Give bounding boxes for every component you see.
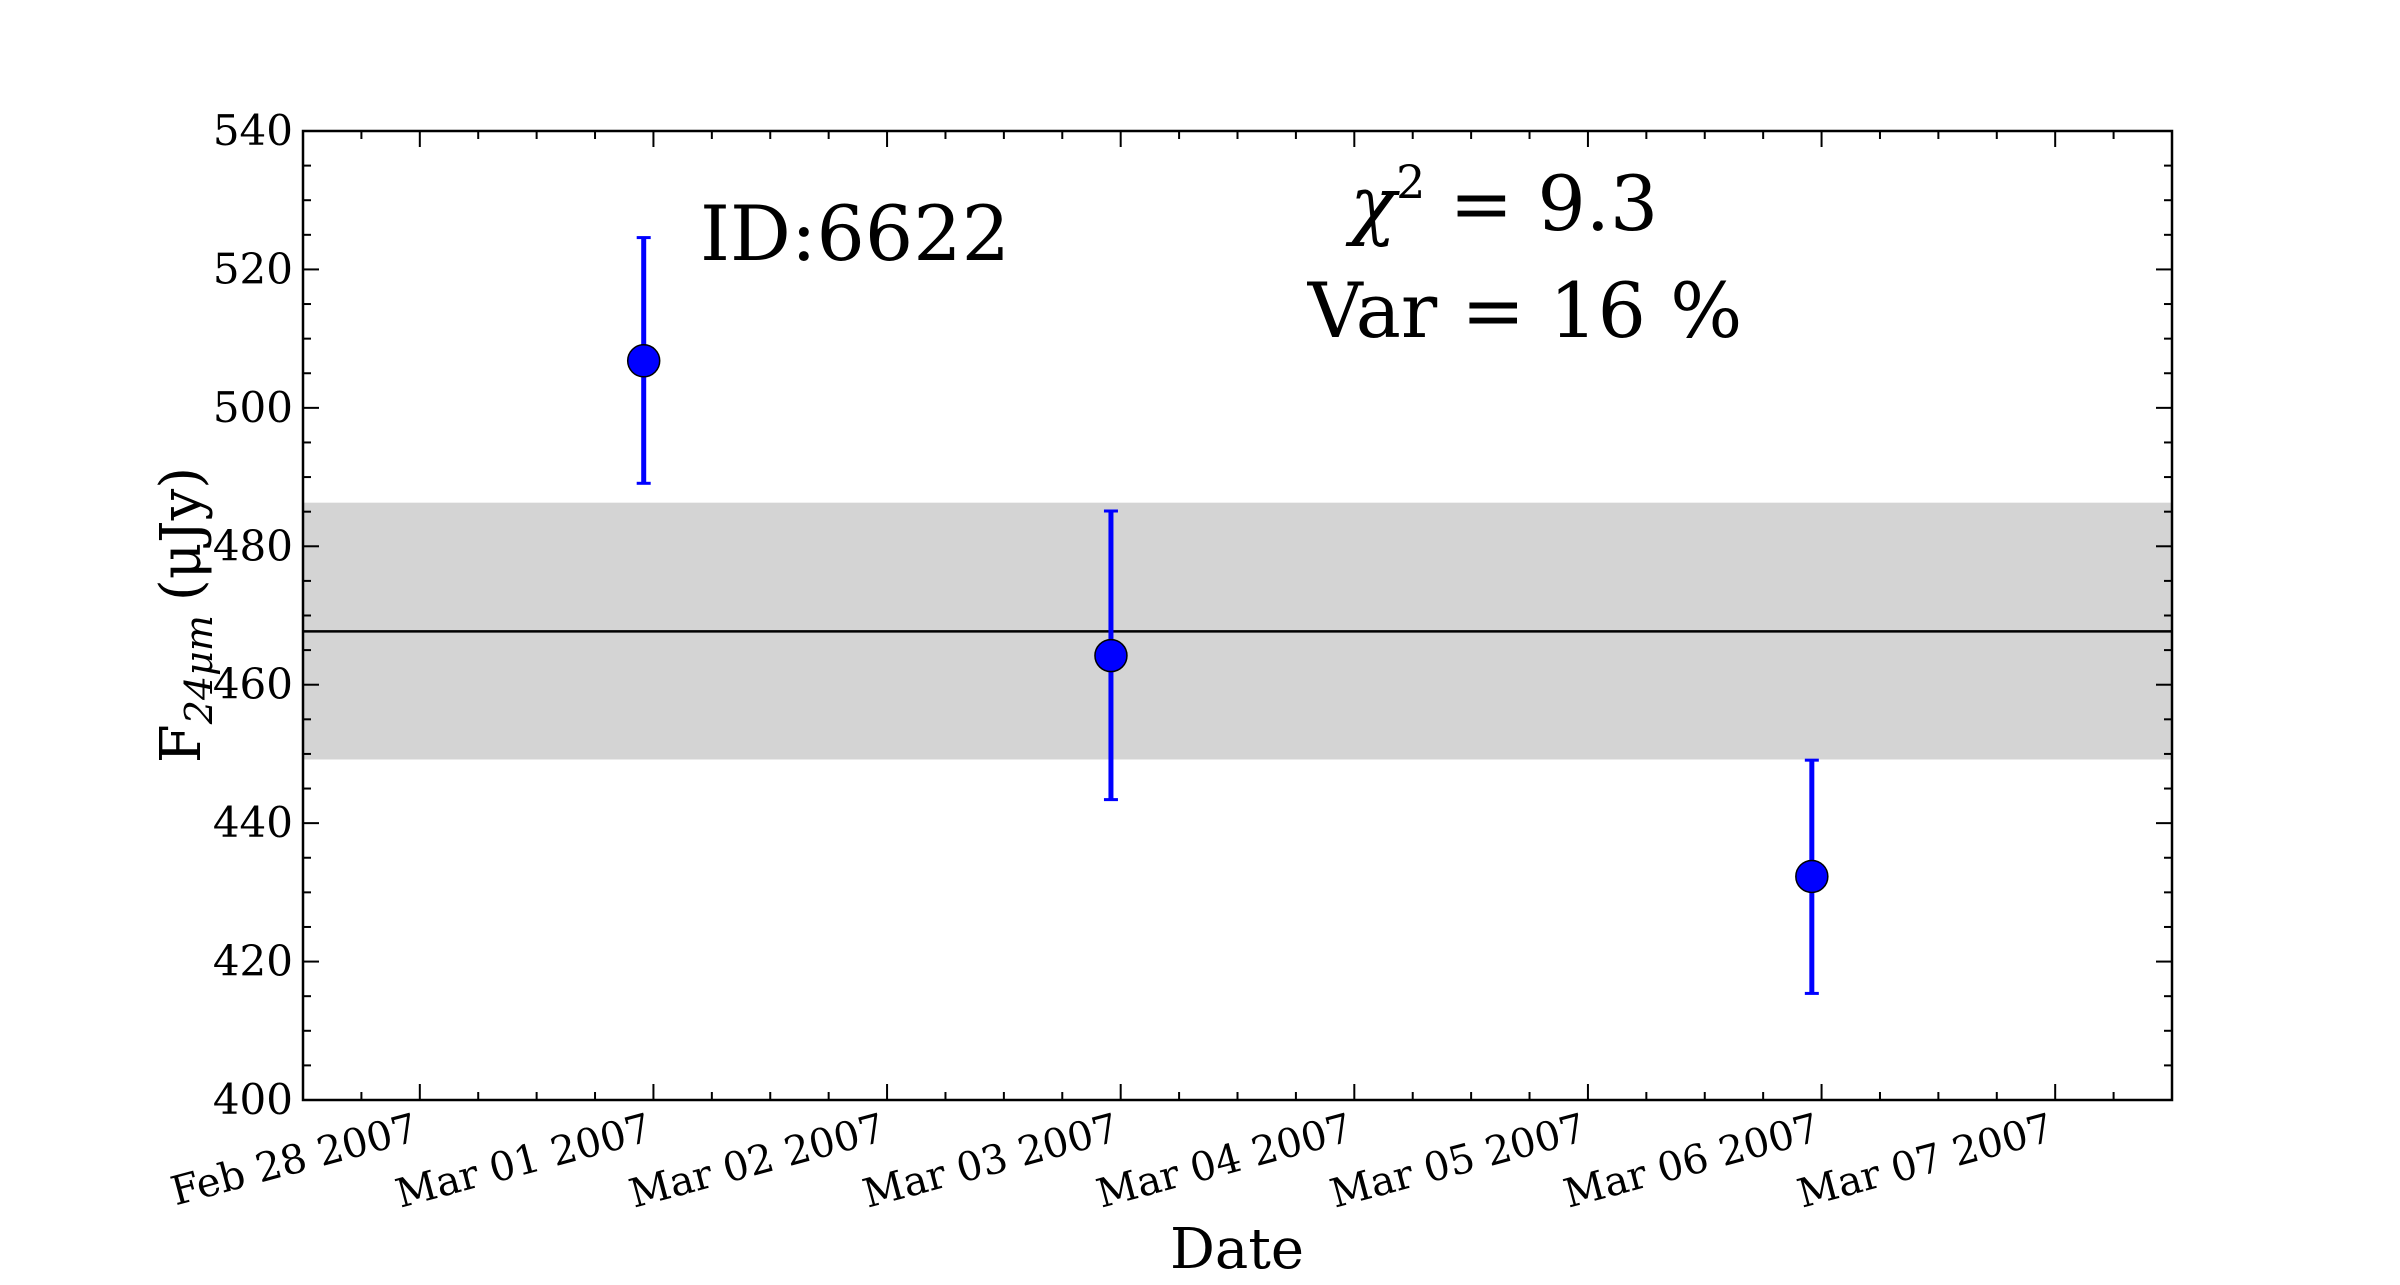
plot-area: [303, 236, 2172, 995]
y-tick-label: 460: [213, 660, 293, 709]
data-point: [626, 344, 661, 378]
id-annotation: ID:6622: [700, 189, 1010, 278]
y-axis-label: F24μm (μJy): [149, 467, 221, 763]
y-tick-label: 480: [213, 521, 293, 570]
chi-exponent: 2: [1396, 155, 1425, 209]
y-tick-label: 440: [213, 798, 293, 847]
x-axis-label: Date: [1170, 1217, 1304, 1282]
y-tick-label: 420: [213, 937, 293, 986]
data-point: [1795, 859, 1829, 894]
y-axis-label-subscript: 24μm: [177, 615, 221, 725]
y-tick-label: 400: [213, 1075, 293, 1124]
y-tick-label: 500: [213, 383, 293, 432]
data-point: [1094, 638, 1128, 673]
y-axis-label-unit: (μJy): [149, 467, 214, 601]
y-axis-label-main: F: [149, 724, 214, 763]
y-tick-label: 540: [213, 106, 293, 155]
chi-value: = 9.3: [1425, 159, 1658, 248]
variability-annotation: Var = 16 %: [1307, 266, 1743, 355]
chi-square-annotation: χ2 = 9.3: [1345, 155, 1658, 248]
chi-symbol: χ: [1345, 159, 1400, 248]
y-tick-label: 520: [213, 244, 293, 293]
